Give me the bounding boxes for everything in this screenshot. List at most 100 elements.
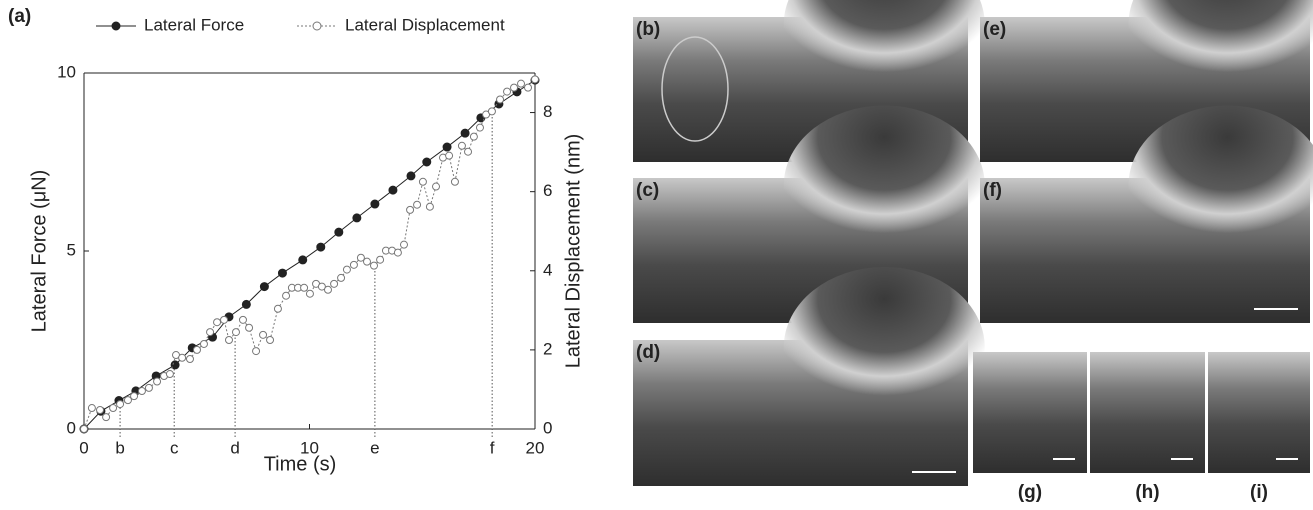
data-point xyxy=(476,124,483,131)
data-point xyxy=(518,80,525,87)
data-point xyxy=(426,203,433,210)
data-point xyxy=(461,129,469,137)
data-point xyxy=(353,214,361,222)
data-point xyxy=(260,283,268,291)
annotation-label: b xyxy=(115,438,124,457)
data-point xyxy=(193,346,200,353)
data-point xyxy=(81,426,88,433)
y2-tick-label: 0 xyxy=(543,418,552,437)
data-point xyxy=(232,329,239,336)
data-point xyxy=(301,284,308,291)
micrograph-image xyxy=(1208,352,1310,473)
y-tick-label: 10 xyxy=(57,62,76,81)
legend-label: Lateral Force xyxy=(144,15,244,34)
data-point xyxy=(497,96,504,103)
data-point xyxy=(407,206,414,213)
micrograph: (h) xyxy=(1090,352,1205,503)
data-point xyxy=(451,178,458,185)
panel-label: (c) xyxy=(636,180,659,201)
y-tick-label: 0 xyxy=(67,418,76,437)
indenter-shadow xyxy=(784,267,985,428)
data-point xyxy=(394,249,401,256)
annotation-label: c xyxy=(170,438,179,457)
data-point xyxy=(488,108,495,115)
data-point xyxy=(278,269,286,277)
data-point xyxy=(299,256,307,264)
data-point xyxy=(458,142,465,149)
data-point xyxy=(154,378,161,385)
data-point xyxy=(470,133,477,140)
x-tick-label: 20 xyxy=(526,438,545,457)
data-point xyxy=(350,261,357,268)
data-point xyxy=(371,200,379,208)
data-point xyxy=(239,316,246,323)
micrograph: (i) xyxy=(1208,352,1310,503)
data-point xyxy=(253,348,260,355)
panel-label: (e) xyxy=(983,19,1006,40)
y2-tick-label: 2 xyxy=(543,339,552,358)
y2-axis-title: Lateral Displacement (nm) xyxy=(562,134,584,369)
data-point xyxy=(225,337,232,344)
panel-label: (a) xyxy=(8,6,31,27)
data-point xyxy=(97,407,104,414)
data-point xyxy=(407,172,415,180)
data-point xyxy=(221,316,228,323)
data-point xyxy=(186,355,193,362)
data-point xyxy=(419,178,426,185)
data-point xyxy=(317,243,325,251)
data-point xyxy=(283,292,290,299)
panel-label: (f) xyxy=(983,180,1002,201)
data-point xyxy=(370,262,377,269)
data-point xyxy=(166,371,173,378)
data-point xyxy=(511,84,518,91)
data-point xyxy=(138,388,145,395)
data-point xyxy=(446,152,453,159)
y-axis-title: Lateral Force (μN) xyxy=(28,170,50,333)
data-point xyxy=(335,228,343,236)
data-point xyxy=(338,274,345,281)
data-point xyxy=(242,300,250,308)
data-point xyxy=(389,186,397,194)
y2-tick-label: 6 xyxy=(543,181,552,200)
data-point xyxy=(331,280,338,287)
x-tick-label: 10 xyxy=(300,438,319,457)
panel-label: (h) xyxy=(1135,482,1159,503)
data-point xyxy=(377,256,384,263)
legend-marker xyxy=(112,22,120,30)
micrograph-image xyxy=(1090,352,1205,473)
y2-tick-label: 4 xyxy=(543,260,552,279)
data-point xyxy=(117,401,124,408)
data-point xyxy=(110,405,117,412)
data-point xyxy=(343,266,350,273)
y-tick-label: 5 xyxy=(67,240,76,259)
data-point xyxy=(267,337,274,344)
data-point xyxy=(179,354,186,361)
data-point xyxy=(207,329,214,336)
data-point xyxy=(214,319,221,326)
data-point xyxy=(465,148,472,155)
indenter-shadow xyxy=(784,106,985,266)
micrograph-image xyxy=(973,352,1087,473)
legend-label: Lateral Displacement xyxy=(345,15,505,34)
data-point xyxy=(433,183,440,190)
data-point xyxy=(525,84,532,91)
annotation-label: d xyxy=(230,438,239,457)
data-point xyxy=(306,290,313,297)
data-point xyxy=(145,384,152,391)
panel-label: (i) xyxy=(1250,482,1268,503)
data-point xyxy=(532,76,539,83)
micrograph: (g) xyxy=(973,352,1087,503)
panel-label: (d) xyxy=(636,342,660,363)
panel-label: (b) xyxy=(636,19,660,40)
data-point xyxy=(324,286,331,293)
data-point xyxy=(200,340,207,347)
data-point xyxy=(364,258,371,265)
data-point xyxy=(414,201,421,208)
data-point xyxy=(443,143,451,151)
data-point xyxy=(103,414,110,421)
annotation-label: e xyxy=(370,438,379,457)
data-point xyxy=(400,241,407,248)
data-point xyxy=(260,331,267,338)
data-point xyxy=(88,405,95,412)
